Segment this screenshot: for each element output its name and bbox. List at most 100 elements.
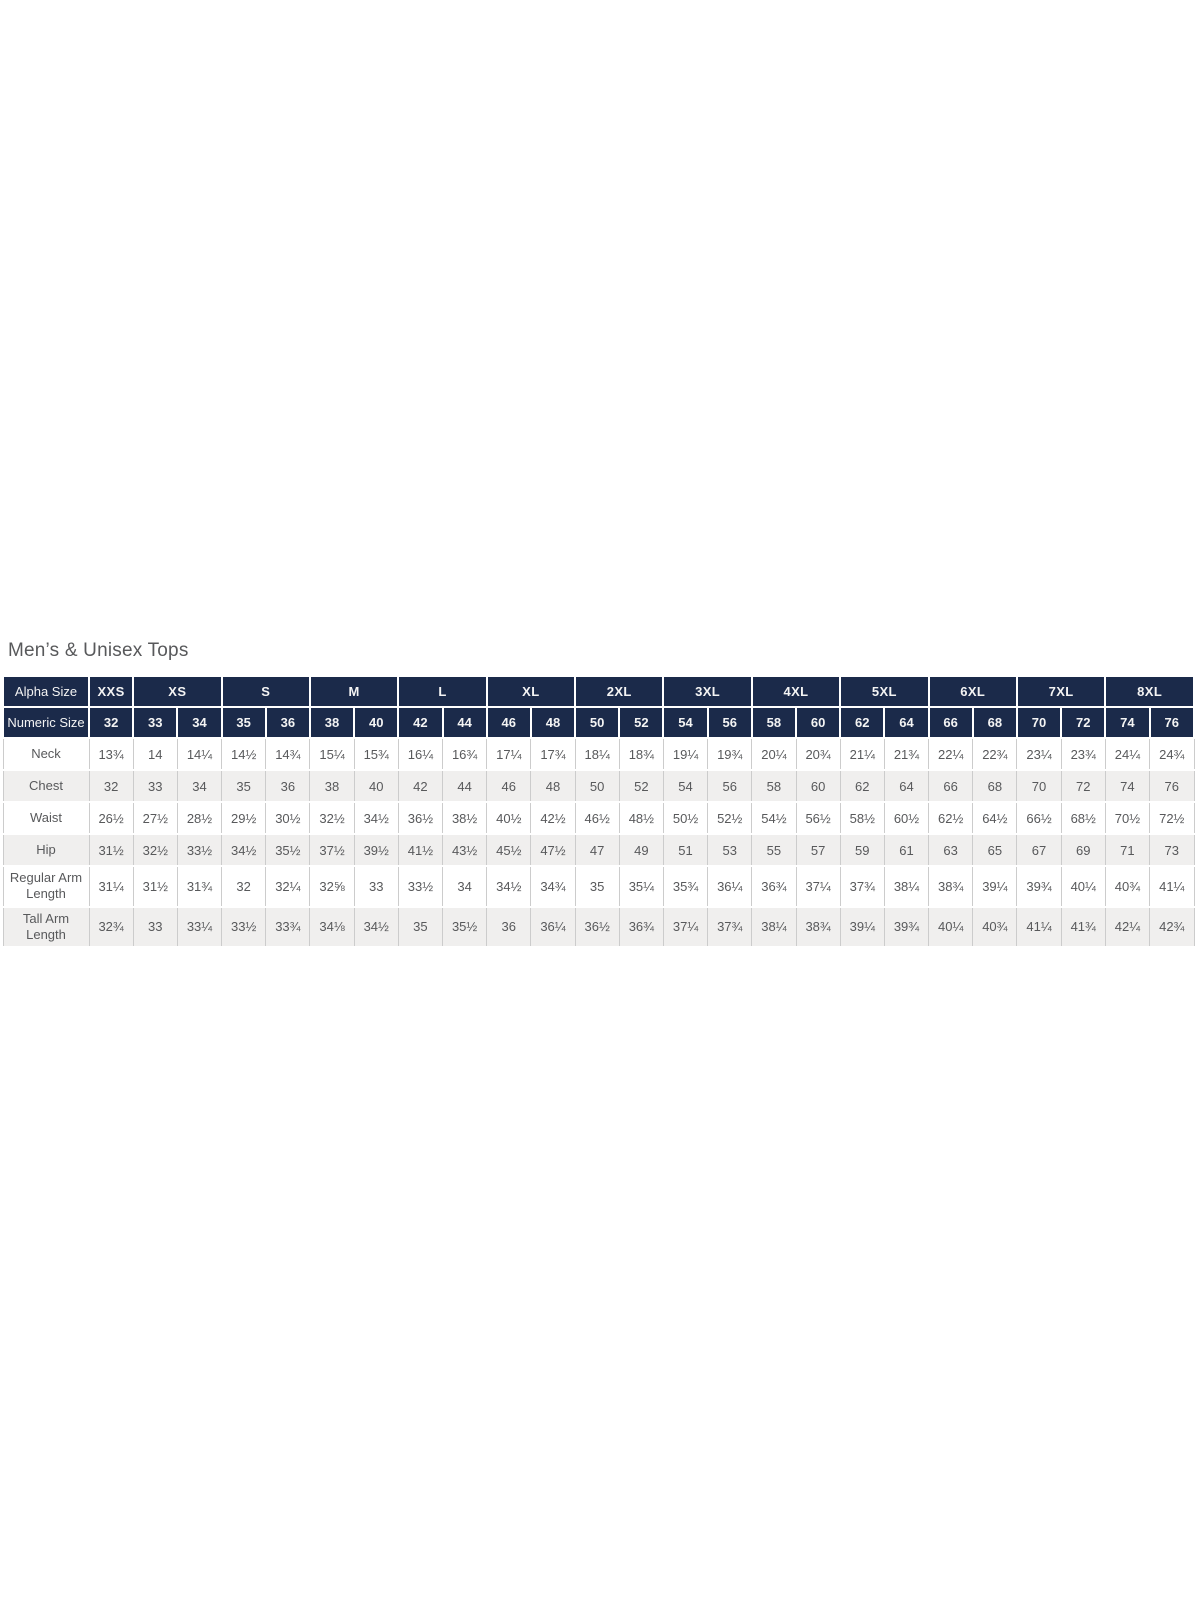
measurement-value-cell: 42¼ <box>1104 905 1151 948</box>
measurement-value-cell: 13¾ <box>88 737 134 771</box>
alpha-size-cell-xxs: XXS <box>87 675 135 708</box>
measurement-row: Hip 31½ 32½ 33½ 34½ 35½ 37½ 39½ 41½ 43½ 45½ 47½ 47 49… <box>2 833 1195 867</box>
measurement-value-cell: 15¼ <box>309 737 355 771</box>
numeric-size-cell-50: 50 <box>574 706 621 739</box>
measurement-value-cell: 40½ <box>486 801 532 835</box>
measurement-row-label: Hip <box>2 833 90 867</box>
measurement-value-cell: 56 <box>707 769 753 803</box>
measurement-value-cell: 32½ <box>309 801 355 835</box>
alpha-size-cell-3xl: 3XL <box>662 675 753 708</box>
numeric-size-cell-64: 64 <box>883 706 930 739</box>
measurement-value-cell: 23¼ <box>1016 737 1062 771</box>
measurement-value-cell: 36¼ <box>707 865 753 908</box>
measurement-value-cell: 43½ <box>441 833 488 867</box>
measurement-value-cell: 55 <box>751 833 797 867</box>
measurement-row: Neck 13¾ 14 14¼ 14½ 14¾ 15¼ 15¾ 16¼ 16¾ 17¼ 17¾ 18¼ 1… <box>2 737 1195 771</box>
measurement-value-cell: 64½ <box>972 801 1018 835</box>
measurement-value-cell: 34 <box>441 865 488 908</box>
measurement-value-cell: 14 <box>132 737 178 771</box>
measurement-value-cell: 14¾ <box>265 737 311 771</box>
measurement-value-cell: 34 <box>176 769 223 803</box>
measurement-value-cell: 36½ <box>397 801 444 835</box>
measurement-value-cell: 33 <box>132 769 178 803</box>
numeric-size-cell-52: 52 <box>618 706 665 739</box>
measurement-value-cell: 16¾ <box>441 737 488 771</box>
measurement-value-cell: 70½ <box>1104 801 1151 835</box>
measurement-value-cell: 50 <box>574 769 620 803</box>
measurement-value-cell: 32¾ <box>88 905 134 948</box>
measurement-value-cell: 62 <box>839 769 885 803</box>
measurement-value-cell: 35½ <box>441 905 488 948</box>
alpha-size-cell-m: M <box>308 675 400 708</box>
measurement-value-cell: 21¾ <box>883 737 930 771</box>
measurement-value-cell: 46½ <box>574 801 620 835</box>
numeric-size-cell-60: 60 <box>794 706 842 739</box>
measurement-value-cell: 53 <box>707 833 753 867</box>
measurement-value-cell: 57 <box>795 833 841 867</box>
measurement-row: Chest 32 33 34 35 36 38 40 42 44 46 48 50 52 54 56 58 60 6… <box>2 769 1195 803</box>
measurement-value-cell: 17¾ <box>530 737 576 771</box>
measurement-value-cell: 38½ <box>441 801 488 835</box>
measurement-value-cell: 58 <box>751 769 797 803</box>
measurement-value-cell: 74 <box>1104 769 1151 803</box>
measurement-value-cell: 62½ <box>928 801 974 835</box>
measurement-value-cell: 48 <box>530 769 576 803</box>
measurement-value-cell: 30½ <box>265 801 311 835</box>
size-chart-section: Men’s & Unisex Tops Alpha Size XXS XS S M L XL… <box>2 640 1196 948</box>
numeric-size-cell-48: 48 <box>529 706 577 739</box>
measurement-value-cell: 35 <box>397 905 444 948</box>
measurement-value-cell: 51 <box>662 833 709 867</box>
measurement-value-cell: 66 <box>928 769 974 803</box>
alpha-size-cell-6xl: 6XL <box>927 675 1018 708</box>
numeric-size-cell-32: 32 <box>87 706 135 739</box>
numeric-size-cell-46: 46 <box>485 706 532 739</box>
measurement-value-cell: 39½ <box>353 833 399 867</box>
alpha-size-cell-8xl: 8XL <box>1104 675 1195 708</box>
measurement-value-cell: 22¼ <box>928 737 974 771</box>
alpha-size-cell-l: L <box>397 675 488 708</box>
measurement-value-cell: 70 <box>1016 769 1062 803</box>
measurement-value-cell: 16¼ <box>397 737 444 771</box>
measurement-value-cell: 33½ <box>176 833 223 867</box>
measurement-value-cell: 35 <box>574 865 620 908</box>
measurement-row-label: Neck <box>2 737 90 771</box>
measurement-value-cell: 34⅛ <box>309 905 355 948</box>
measurement-value-cell: 40¼ <box>928 905 974 948</box>
numeric-size-cell-35: 35 <box>220 706 267 739</box>
numeric-size-cell-33: 33 <box>132 706 179 739</box>
measurement-value-cell: 41½ <box>397 833 444 867</box>
numeric-size-cell-34: 34 <box>176 706 223 739</box>
measurement-value-cell: 65 <box>972 833 1018 867</box>
measurement-value-cell: 17¼ <box>486 737 532 771</box>
numeric-size-cell-74: 74 <box>1104 706 1151 739</box>
measurement-value-cell: 39¾ <box>883 905 930 948</box>
measurement-value-cell: 42 <box>397 769 444 803</box>
size-table-body: Neck 13¾ 14 14¼ 14½ 14¾ 15¼ 15¾ 16¼ 16¾ 17¼ 17¾ 18¼ 1… <box>2 737 1195 948</box>
measurement-value-cell: 39¾ <box>1016 865 1062 908</box>
measurement-value-cell: 49 <box>618 833 664 867</box>
measurement-value-cell: 56½ <box>795 801 841 835</box>
numeric-size-cell-54: 54 <box>662 706 709 739</box>
measurement-value-cell: 50½ <box>662 801 709 835</box>
measurement-value-cell: 34½ <box>486 865 532 908</box>
measurement-value-cell: 52½ <box>707 801 753 835</box>
measurement-value-cell: 47½ <box>530 833 576 867</box>
measurement-value-cell: 76 <box>1149 769 1195 803</box>
measurement-value-cell: 45½ <box>486 833 532 867</box>
measurement-value-cell: 26½ <box>88 801 134 835</box>
measurement-value-cell: 35¼ <box>618 865 664 908</box>
measurement-value-cell: 39¼ <box>972 865 1018 908</box>
measurement-value-cell: 24¾ <box>1149 737 1195 771</box>
measurement-value-cell: 40 <box>353 769 399 803</box>
measurement-value-cell: 21¼ <box>839 737 885 771</box>
measurement-value-cell: 22¾ <box>972 737 1018 771</box>
measurement-value-cell: 33½ <box>397 865 444 908</box>
numeric-size-cell-36: 36 <box>264 706 311 739</box>
measurement-value-cell: 27½ <box>132 801 178 835</box>
measurement-value-cell: 24¼ <box>1104 737 1151 771</box>
measurement-value-cell: 14¼ <box>176 737 223 771</box>
measurement-value-cell: 34¾ <box>530 865 576 908</box>
measurement-value-cell: 63 <box>928 833 974 867</box>
alpha-size-cell-2xl: 2XL <box>574 675 665 708</box>
measurement-value-cell: 72½ <box>1149 801 1195 835</box>
